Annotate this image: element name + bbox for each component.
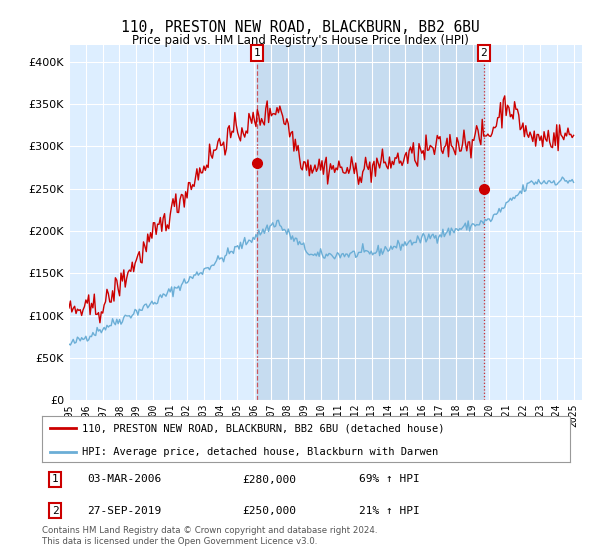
Text: HPI: Average price, detached house, Blackburn with Darwen: HPI: Average price, detached house, Blac… bbox=[82, 447, 438, 457]
Text: 27-SEP-2019: 27-SEP-2019 bbox=[87, 506, 161, 516]
Text: 2: 2 bbox=[481, 48, 487, 58]
Text: 110, PRESTON NEW ROAD, BLACKBURN, BB2 6BU (detached house): 110, PRESTON NEW ROAD, BLACKBURN, BB2 6B… bbox=[82, 423, 444, 433]
Text: £280,000: £280,000 bbox=[242, 474, 296, 484]
Text: Price paid vs. HM Land Registry's House Price Index (HPI): Price paid vs. HM Land Registry's House … bbox=[131, 34, 469, 46]
Text: 110, PRESTON NEW ROAD, BLACKBURN, BB2 6BU: 110, PRESTON NEW ROAD, BLACKBURN, BB2 6B… bbox=[121, 20, 479, 35]
Text: 21% ↑ HPI: 21% ↑ HPI bbox=[359, 506, 419, 516]
Bar bbox=[257, 45, 484, 400]
Text: 2: 2 bbox=[52, 506, 59, 516]
Text: 69% ↑ HPI: 69% ↑ HPI bbox=[359, 474, 419, 484]
Text: Contains HM Land Registry data © Crown copyright and database right 2024.
This d: Contains HM Land Registry data © Crown c… bbox=[42, 526, 377, 546]
Text: 1: 1 bbox=[52, 474, 59, 484]
Text: 03-MAR-2006: 03-MAR-2006 bbox=[87, 474, 161, 484]
Text: 1: 1 bbox=[254, 48, 260, 58]
Text: £250,000: £250,000 bbox=[242, 506, 296, 516]
